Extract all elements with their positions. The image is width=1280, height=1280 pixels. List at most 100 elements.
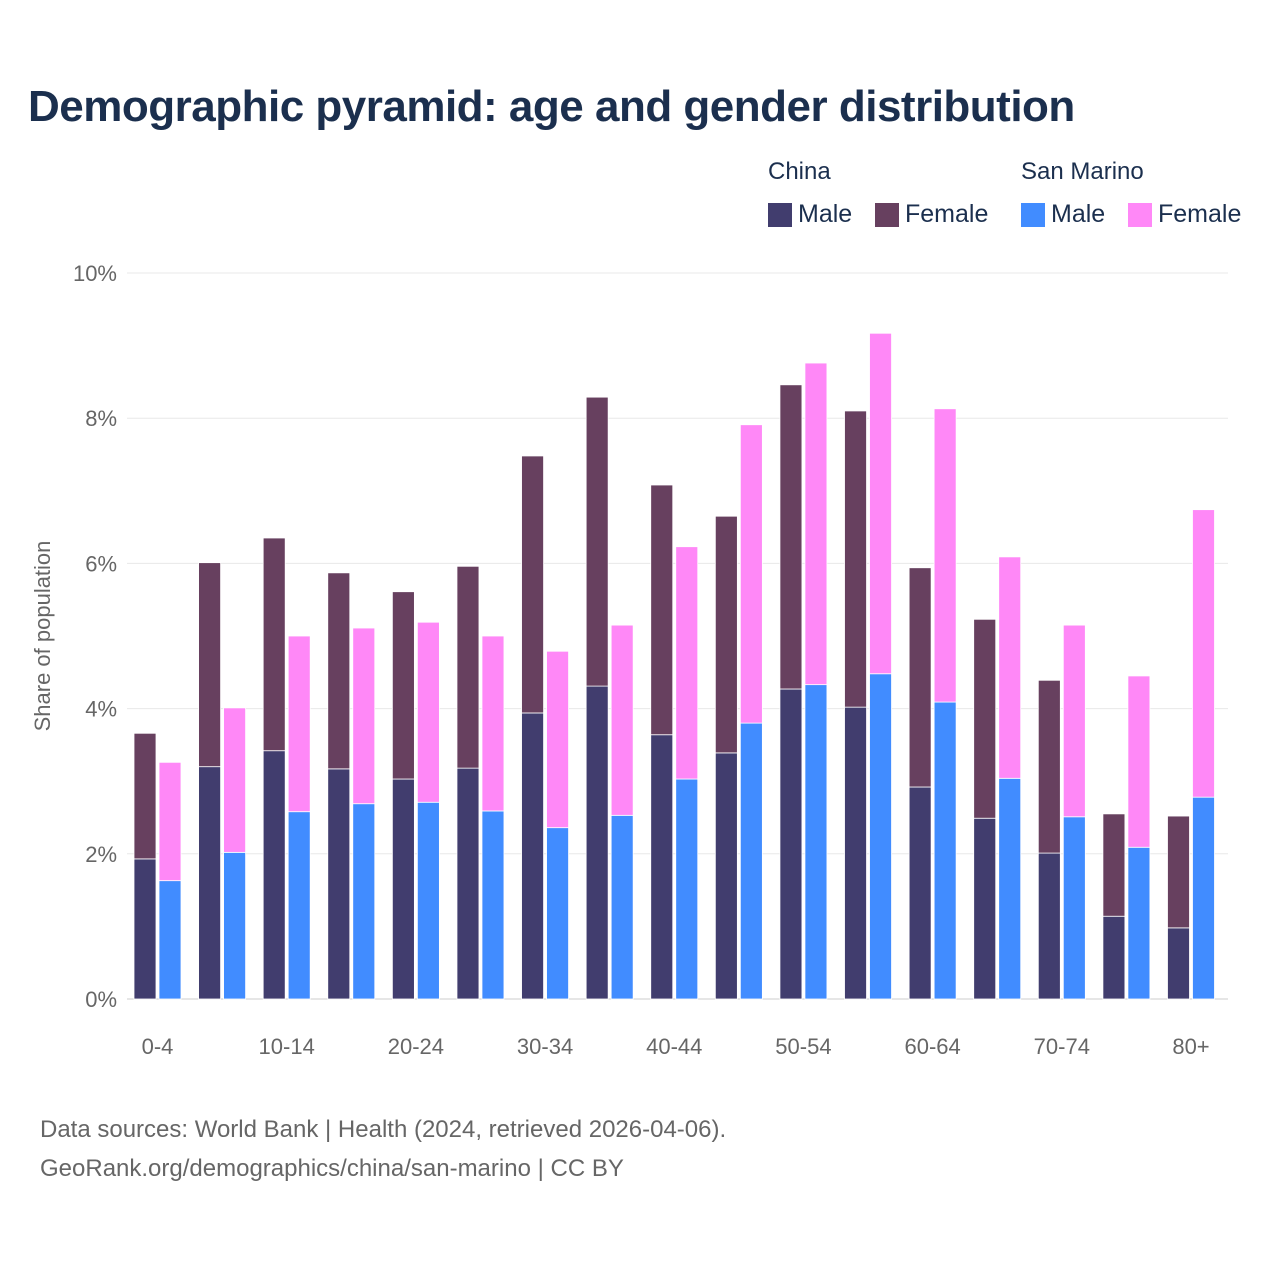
bar-san-marino-female: [739, 424, 763, 724]
y-tick-label: 2%: [85, 842, 117, 867]
legend-san-marino-male[interactable]: Male: [1021, 200, 1105, 229]
bar-san-marino-female: [804, 362, 828, 686]
bar-san-marino-female: [610, 624, 634, 816]
bar-san-marino-female: [158, 761, 182, 882]
bar-san-marino-female: [998, 556, 1022, 779]
legend-label: Male: [798, 200, 853, 228]
bar-san-marino-male: [933, 701, 957, 1000]
bar-san-marino-male: [998, 777, 1022, 1000]
bar-china-male: [1037, 852, 1061, 1000]
bar-china-female: [714, 515, 738, 754]
x-tick-label: 0-4: [142, 1034, 174, 1059]
bar-san-marino-male: [287, 811, 311, 1000]
bar-san-marino-female: [352, 627, 376, 805]
bar-san-marino-male: [739, 722, 763, 1000]
bar-china-female: [262, 537, 286, 752]
bar-china-female: [327, 572, 351, 770]
legend-china-female[interactable]: Female: [875, 200, 988, 229]
bar-san-marino-male: [610, 814, 634, 1000]
bar-san-marino-female: [223, 707, 246, 853]
bar-san-marino-male: [675, 778, 699, 1000]
x-tick-label: 40-44: [646, 1034, 702, 1059]
bar-china-male: [198, 766, 221, 1000]
legend-swatch: [875, 202, 899, 227]
x-tick-label: 30-34: [517, 1034, 573, 1059]
bar-china-female: [1037, 679, 1061, 854]
bar-san-marino-male: [416, 801, 440, 1000]
bar-san-marino-female: [287, 635, 311, 813]
bar-san-marino-male: [481, 810, 505, 1000]
bar-china-female: [133, 732, 157, 860]
chart-title: Demographic pyramid: age and gender dist…: [28, 82, 1075, 131]
bar-china-male: [521, 712, 544, 1000]
x-tick-label: 10-14: [259, 1034, 315, 1059]
bar-china-female: [391, 591, 415, 780]
legend-group-san-marino: San Marino: [1021, 158, 1144, 185]
bar-china-male: [391, 778, 415, 1000]
bar-san-marino-female: [481, 635, 505, 812]
bar-china-male: [456, 767, 480, 1000]
y-axis-label: Share of population: [30, 541, 55, 732]
bar-china-female: [1167, 815, 1190, 929]
bar-china-male: [844, 706, 867, 1000]
bar-china-male: [973, 817, 997, 1000]
bar-china-male: [714, 752, 738, 1000]
bar-china-female: [585, 396, 609, 687]
bar-china-male: [1102, 915, 1126, 1000]
y-tick-label: 6%: [85, 551, 117, 576]
x-tick-label: 60-64: [904, 1034, 960, 1059]
bar-san-marino-male: [158, 880, 182, 1000]
bar-china-female: [456, 565, 480, 769]
y-tick-label: 10%: [73, 261, 117, 286]
bar-san-marino-male: [1192, 796, 1215, 1000]
legend-swatch: [1128, 202, 1152, 227]
bar-china-male: [908, 786, 932, 1000]
bar-san-marino-male: [869, 673, 892, 1000]
bar-china-female: [650, 484, 674, 736]
legend-label: Female: [905, 200, 989, 228]
y-tick-label: 0%: [85, 987, 117, 1012]
bar-china-female: [779, 384, 803, 690]
x-tick-label: 20-24: [388, 1034, 444, 1059]
bar-china-male: [133, 858, 157, 1000]
bar-china-female: [521, 455, 544, 714]
bar-china-male: [650, 734, 674, 1000]
bar-china-female: [1102, 813, 1126, 917]
bar-san-marino-female: [416, 621, 440, 803]
bar-san-marino-female: [933, 408, 957, 703]
source-line-2: GeoRank.org/demographics/china/san-marin…: [40, 1155, 624, 1182]
legend-china-male[interactable]: Male: [768, 200, 852, 229]
x-tick-label: 70-74: [1034, 1034, 1090, 1059]
bar-china-male: [779, 688, 803, 1000]
y-tick-label: 4%: [85, 697, 117, 722]
legend-swatch: [1021, 202, 1045, 227]
legend-label: Female: [1158, 200, 1242, 228]
bar-san-marino-female: [1062, 624, 1086, 818]
legend-group-china: China: [768, 158, 831, 185]
bar-china-male: [585, 685, 609, 1000]
bar-china-female: [973, 618, 997, 819]
bar-san-marino-male: [1062, 816, 1086, 1000]
bar-san-marino-female: [546, 650, 569, 829]
x-tick-label: 50-54: [775, 1034, 831, 1059]
bar-san-marino-female: [675, 546, 699, 780]
legend-label: Male: [1051, 200, 1106, 228]
bar-san-marino-male: [804, 684, 828, 1000]
bar-san-marino-female: [1127, 675, 1151, 848]
bar-china-female: [844, 410, 867, 708]
y-tick-label: 8%: [85, 406, 117, 431]
bar-san-marino-female: [1192, 509, 1215, 798]
bar-san-marino-female: [869, 332, 892, 675]
source-line-1: Data sources: World Bank | Health (2024,…: [40, 1116, 727, 1143]
bar-china-female: [198, 562, 221, 768]
bar-san-marino-male: [223, 851, 246, 1000]
bar-china-male: [327, 768, 351, 1000]
bar-san-marino-male: [546, 827, 569, 1000]
bar-china-male: [262, 750, 286, 1000]
legend-san-marino-female[interactable]: Female: [1128, 200, 1241, 229]
bar-san-marino-male: [352, 803, 376, 1000]
bar-san-marino-male: [1127, 846, 1151, 1000]
x-tick-label: 80+: [1172, 1034, 1209, 1059]
